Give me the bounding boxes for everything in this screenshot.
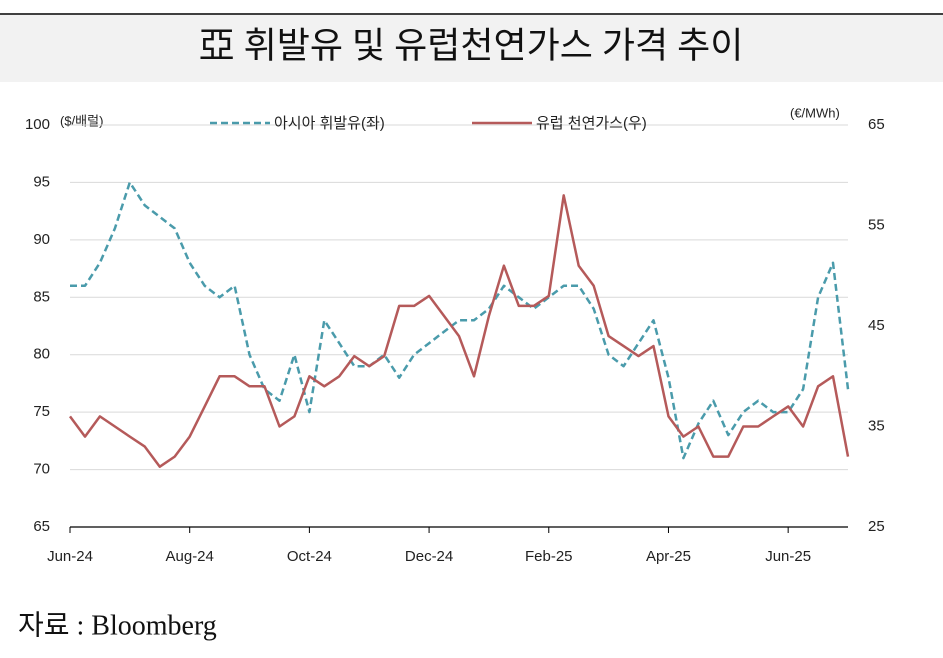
series-line — [68, 194, 850, 468]
legend-label: 유럽 천연가스(우) — [536, 115, 647, 132]
chart-title: 亞 휘발유 및 유럽천연가스 가격 추이 — [199, 25, 744, 65]
y-tick-label: 85 — [33, 288, 50, 305]
x-tick-label: Apr-25 — [646, 548, 691, 565]
y2-tick-label: 35 — [868, 417, 885, 434]
y2-tick-label: 65 — [868, 116, 885, 133]
y-tick-label: 90 — [33, 231, 50, 248]
x-tick-label: Aug-24 — [166, 548, 214, 565]
y-tick-label: 65 — [33, 518, 50, 535]
x-tick-label: Jun-24 — [47, 548, 93, 565]
y-tick-label: 95 — [33, 173, 50, 190]
x-tick-label: Feb-25 — [525, 548, 573, 565]
y-tick-label: 100 — [25, 116, 50, 133]
x-tick-label: Dec-24 — [405, 548, 453, 565]
title-band — [0, 15, 943, 82]
y2-tick-label: 45 — [868, 317, 885, 334]
x-tick-label: Oct-24 — [287, 548, 332, 565]
x-tick-label: Jun-25 — [765, 548, 811, 565]
y-tick-label: 80 — [33, 346, 50, 363]
y2-tick-label: 55 — [868, 216, 885, 233]
y2-unit: (€/MWh) — [790, 105, 840, 120]
series-line — [70, 181, 850, 460]
y-tick-label: 75 — [33, 403, 50, 420]
y-unit: ($/배럴) — [60, 113, 103, 128]
source: 자료 : Bloomberg — [18, 610, 217, 641]
y2-tick-label: 25 — [868, 518, 885, 535]
y-tick-label: 70 — [33, 461, 50, 478]
legend-label: 아시아 휘발유(좌) — [274, 115, 385, 132]
